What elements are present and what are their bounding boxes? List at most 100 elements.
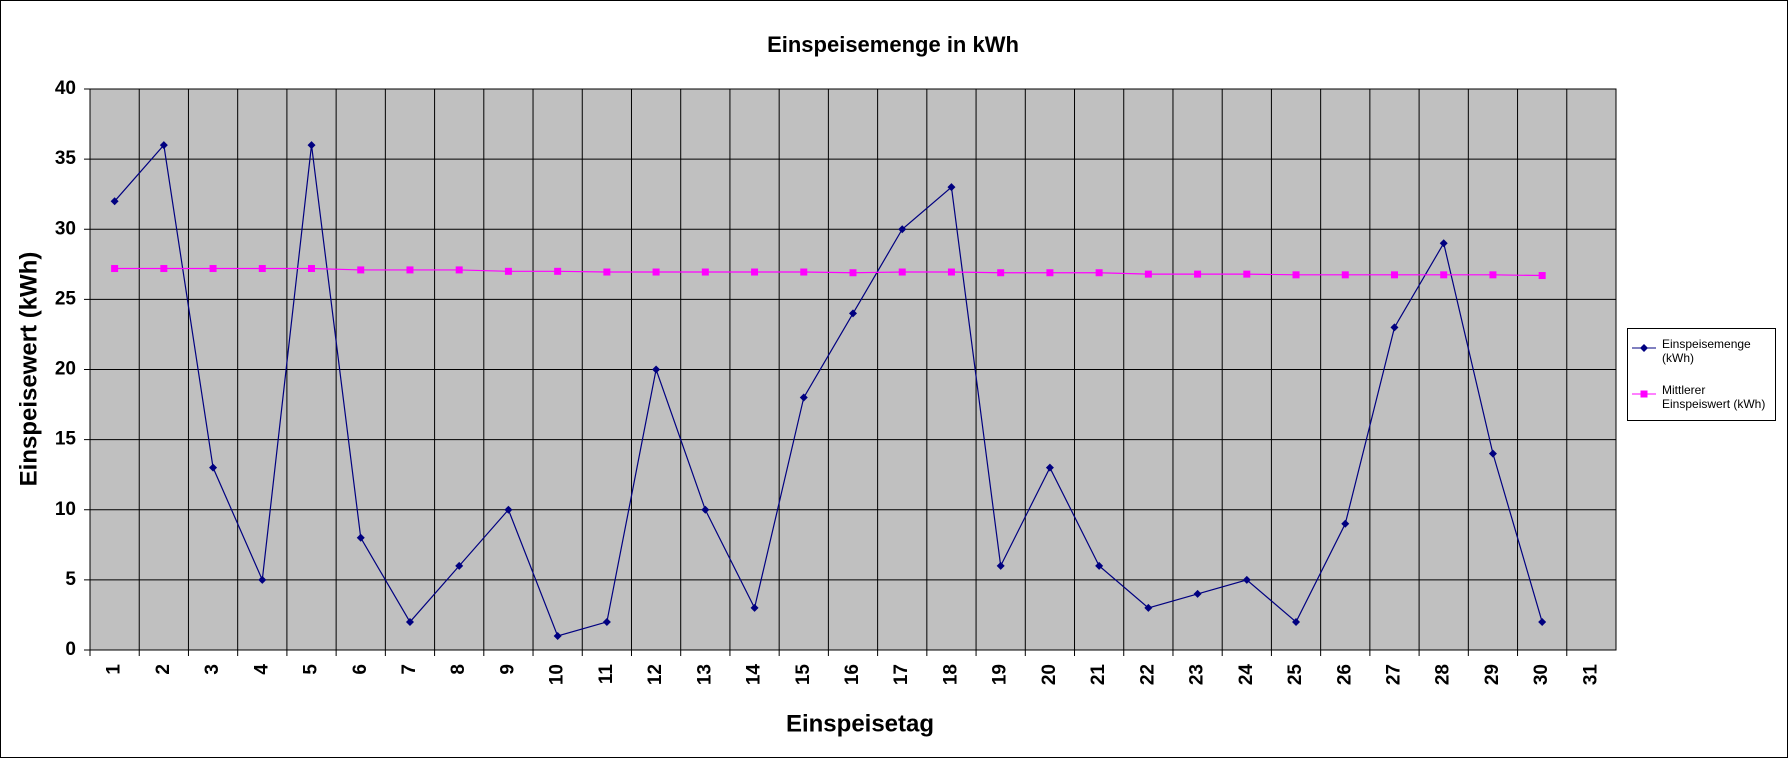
point xyxy=(504,505,513,514)
point xyxy=(1640,344,1648,352)
point xyxy=(947,268,955,276)
point xyxy=(701,505,710,514)
point xyxy=(1144,270,1152,278)
point xyxy=(652,268,660,276)
legend: Einspeisemenge (kWh) Mittlerer Einspeiswe… xyxy=(1627,328,1776,421)
x-tick-label: 29 xyxy=(1482,664,1503,685)
point xyxy=(751,268,759,276)
y-tick-label: 15 xyxy=(55,429,77,450)
point xyxy=(406,266,414,274)
x-axis-label: Einspeisetag xyxy=(786,710,934,737)
point xyxy=(356,533,365,542)
point xyxy=(1292,617,1301,626)
x-tick-label: 9 xyxy=(497,664,518,675)
x-tick-label: 31 xyxy=(1580,664,1601,686)
point xyxy=(898,225,907,234)
x-tick-label: 20 xyxy=(1039,664,1060,685)
x-tick-label: 25 xyxy=(1285,664,1306,686)
x-tick-label: 16 xyxy=(842,664,863,685)
point xyxy=(1095,561,1104,570)
x-tick-label: 2 xyxy=(153,664,174,675)
legend-symbol xyxy=(1632,390,1656,398)
point xyxy=(258,265,266,273)
point xyxy=(307,141,316,150)
y-axis-label: Einspeisewert (kWh) xyxy=(15,252,42,487)
y-tick-label: 20 xyxy=(55,359,76,380)
point xyxy=(1640,390,1648,398)
point xyxy=(1538,617,1547,626)
x-tick-label: 12 xyxy=(645,664,666,685)
point xyxy=(209,463,218,472)
point xyxy=(849,269,857,277)
point xyxy=(1292,271,1300,279)
point xyxy=(209,265,217,273)
point xyxy=(1045,463,1054,472)
x-tick-label: 14 xyxy=(744,664,765,686)
plot-border xyxy=(89,88,1617,651)
point xyxy=(1242,575,1251,584)
x-tick-label: 1 xyxy=(104,664,125,675)
legend-label: Mittlerer Einspeiswert (kWh) xyxy=(1662,383,1766,411)
legend-label: Einspeisemenge (kWh) xyxy=(1662,337,1751,365)
point xyxy=(1341,271,1349,279)
x-tick-label: 22 xyxy=(1137,664,1158,685)
point xyxy=(504,267,512,275)
y-tick-label: 30 xyxy=(55,218,76,239)
x-tick-label: 17 xyxy=(891,664,912,685)
point xyxy=(799,393,808,402)
point xyxy=(603,268,611,276)
point xyxy=(1243,270,1251,278)
x-tick-label: 27 xyxy=(1383,664,1404,685)
point xyxy=(602,617,611,626)
point xyxy=(405,617,414,626)
x-tick-label: 10 xyxy=(547,664,568,685)
point xyxy=(1489,271,1497,279)
point xyxy=(357,266,365,274)
x-tick-label: 21 xyxy=(1088,664,1109,686)
point xyxy=(110,197,119,206)
series-line xyxy=(114,143,1543,637)
point xyxy=(1488,449,1497,458)
point xyxy=(1538,272,1546,280)
y-tick-label: 40 xyxy=(55,78,76,99)
point xyxy=(455,266,463,274)
y-tick-label: 10 xyxy=(55,499,76,520)
x-tick-label: 24 xyxy=(1236,664,1257,686)
point xyxy=(111,265,119,273)
point xyxy=(258,575,267,584)
x-tick-label: 28 xyxy=(1433,664,1454,685)
x-tick-label: 8 xyxy=(448,664,469,675)
point xyxy=(750,603,759,612)
point xyxy=(947,183,956,192)
y-tick-label: 5 xyxy=(65,569,76,590)
y-tick-label: 0 xyxy=(65,639,76,660)
point xyxy=(553,631,562,640)
point xyxy=(308,265,316,273)
point xyxy=(455,561,464,570)
x-tick-label: 23 xyxy=(1187,664,1208,685)
point xyxy=(898,268,906,276)
x-tick-label: 30 xyxy=(1531,664,1552,685)
point xyxy=(1390,323,1399,332)
point xyxy=(1390,271,1398,279)
x-tick-label: 4 xyxy=(251,664,272,675)
series-line xyxy=(114,267,1543,277)
x-tick-label: 11 xyxy=(596,664,617,685)
point xyxy=(997,269,1005,277)
point xyxy=(1046,269,1054,277)
x-tick-label: 5 xyxy=(301,664,322,675)
point xyxy=(1144,603,1153,612)
x-tick-label: 15 xyxy=(793,664,814,686)
point xyxy=(996,561,1005,570)
x-tick-label: 13 xyxy=(694,664,715,685)
x-tick-label: 26 xyxy=(1334,664,1355,685)
point xyxy=(1439,239,1448,248)
y-tick-label: 35 xyxy=(55,148,77,169)
point xyxy=(1193,589,1202,598)
x-tick-label: 7 xyxy=(399,664,420,675)
point xyxy=(1095,269,1103,277)
point xyxy=(849,309,857,318)
point xyxy=(160,265,168,273)
point xyxy=(701,268,709,276)
